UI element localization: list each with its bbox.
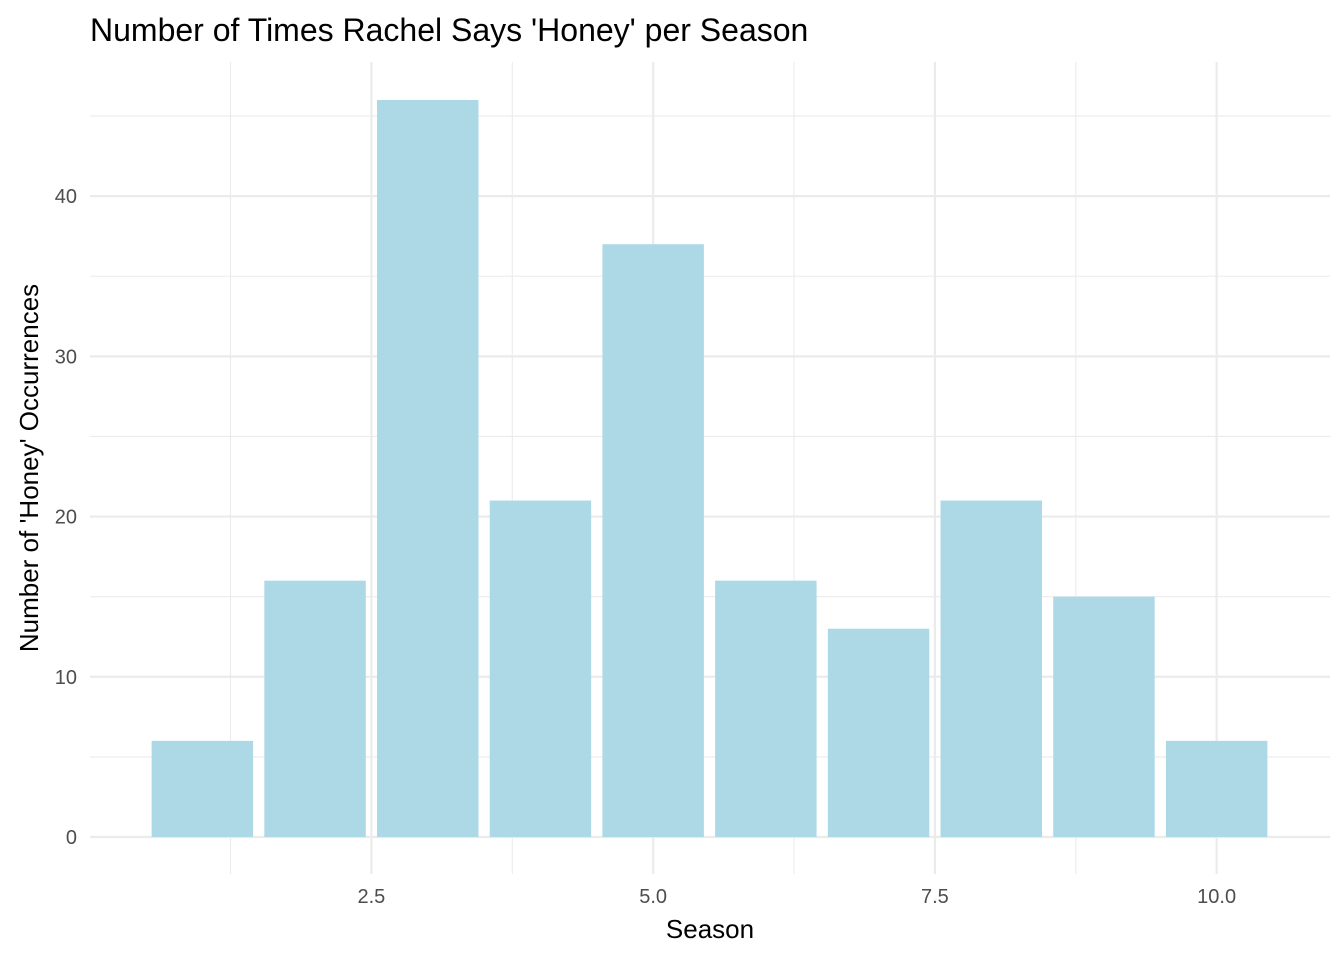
bar-season-4 (489, 500, 592, 837)
x-tick-label: 7.5 (921, 886, 949, 908)
y-tick-label: 10 (55, 667, 77, 689)
x-tick-label: 10.0 (1197, 886, 1236, 908)
bar-season-2 (264, 580, 366, 837)
bars (151, 100, 1268, 837)
bar-season-3 (377, 100, 479, 837)
bar-season-5 (602, 244, 704, 837)
y-axis-title: Number of 'Honey' Occurrences (14, 284, 44, 652)
bar-season-9 (1053, 596, 1155, 837)
y-tick-label: 40 (55, 186, 77, 208)
bar-season-7 (827, 628, 930, 837)
y-tick-label: 0 (66, 827, 77, 849)
chart-title: Number of Times Rachel Says 'Honey' per … (90, 12, 808, 48)
bar-season-1 (151, 740, 254, 837)
bar-season-10 (1165, 740, 1268, 837)
bar-season-8 (940, 500, 1042, 837)
x-axis-ticks: 2.5 5.0 7.5 10.0 (357, 886, 1236, 908)
x-tick-label: 2.5 (357, 886, 385, 908)
y-tick-label: 30 (55, 346, 77, 368)
x-axis-title: Season (666, 914, 754, 944)
bar-season-6 (715, 580, 817, 837)
x-tick-label: 5.0 (639, 886, 667, 908)
y-tick-label: 20 (55, 507, 77, 529)
y-axis-ticks: 0 10 20 30 40 (55, 186, 77, 849)
